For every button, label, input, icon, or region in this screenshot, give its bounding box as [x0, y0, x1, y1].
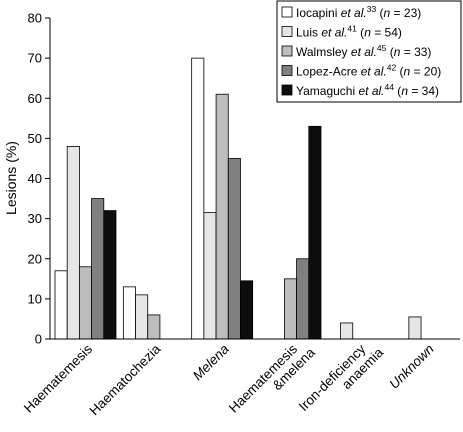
- x-category-label: Haematemesis: [21, 341, 95, 415]
- bar-lopez-acre-2: [227, 158, 241, 340]
- bar-iocapini-2: [191, 57, 205, 340]
- bar-luis-2: [203, 212, 217, 340]
- legend-swatch: [281, 65, 293, 76]
- legend-box: [276, 0, 462, 103]
- y-tick-label: 0: [35, 332, 42, 347]
- legend-entry: Walmsley et al.45 (n = 33): [296, 43, 431, 59]
- bar-yamaguchi-0: [103, 210, 117, 340]
- bar-walmsley-0: [79, 266, 93, 340]
- legend-swatch: [281, 26, 293, 37]
- bar-yamaguchi-3: [308, 125, 322, 340]
- bar-luis-5: [408, 316, 422, 340]
- legend: Iocapini et al.33 (n = 23) Luis et al.41 …: [276, 0, 462, 103]
- bar-iocapini-1: [122, 286, 136, 340]
- y-tick-label: 10: [28, 291, 42, 306]
- bar-walmsley-3: [283, 278, 297, 340]
- legend-swatch: [281, 45, 293, 57]
- bar-lopez-acre-0: [91, 198, 105, 340]
- x-category-label: Unknown: [386, 341, 436, 391]
- bar-walmsley-2: [215, 93, 229, 340]
- bar-luis-0: [66, 145, 80, 340]
- legend-swatch: [281, 6, 293, 18]
- legend-entry: Iocapini et al.33 (n = 23): [296, 4, 421, 20]
- bar-yamaguchi-2: [240, 280, 254, 340]
- x-category-label: Melena: [190, 341, 232, 383]
- bar-iocapini-0: [54, 270, 68, 340]
- bar-luis-1: [135, 294, 149, 340]
- x-category-label-line: Haematemesis: [21, 341, 95, 415]
- y-tick-label: 80: [28, 11, 42, 26]
- y-tick-label: 60: [28, 91, 42, 106]
- y-ticks: 0 10 20 30 40 50 60 70 80: [28, 11, 50, 347]
- bar-walmsley-1: [147, 314, 161, 340]
- y-tick-label: 30: [28, 211, 42, 226]
- legend-swatch: [281, 84, 293, 96]
- y-tick-label: 20: [28, 251, 42, 266]
- bar-luis-4: [340, 322, 354, 340]
- legend-entry: Lopez-Acre et al.42 (n = 20): [296, 63, 441, 79]
- y-tick-label: 40: [28, 171, 42, 186]
- x-category-label-line: Unknown: [386, 341, 436, 391]
- y-tick-label: 50: [28, 131, 42, 146]
- x-category-label-line: Haematochezia: [87, 341, 164, 418]
- y-axis-label: Lesions (%): [3, 141, 19, 215]
- y-tick-label: 70: [28, 51, 42, 66]
- x-category-label-line: Melena: [190, 341, 232, 383]
- bar-lopez-acre-3: [296, 258, 310, 340]
- legend-entry: Yamaguchi et al.44 (n = 34): [296, 82, 439, 98]
- legend-entry: Luis et al.41 (n = 54): [296, 24, 402, 40]
- x-category-label: Haematochezia: [87, 341, 164, 418]
